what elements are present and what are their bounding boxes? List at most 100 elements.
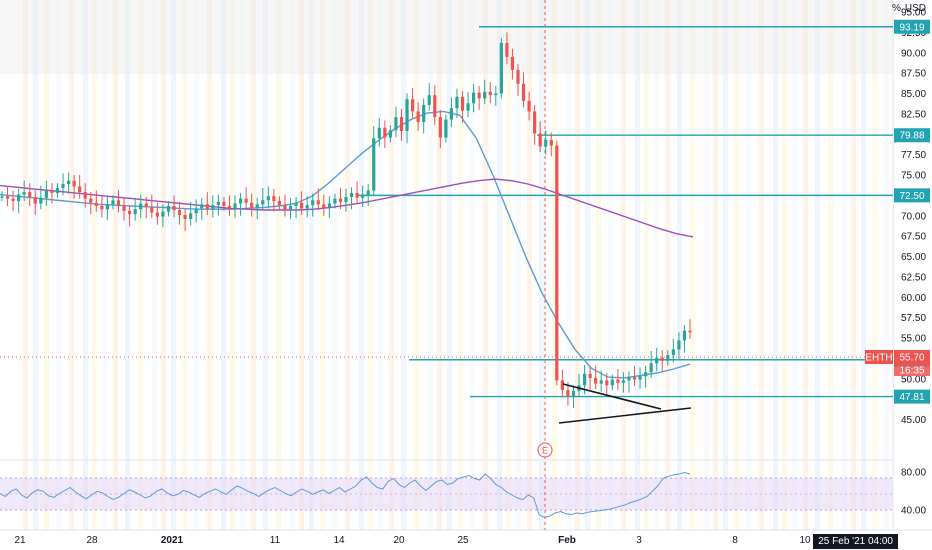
session-stripe: [230, 0, 235, 530]
session-stripe: [654, 0, 659, 530]
candle-body: [5, 196, 10, 199]
level-tag: [894, 389, 930, 404]
session-stripe: [815, 0, 820, 530]
candle-body: [677, 340, 681, 350]
session-stripe: [23, 0, 28, 530]
session-stripe: [690, 0, 695, 530]
rsi-axis-ticks: 80.00 40.00: [901, 468, 926, 517]
session-stripe: [152, 0, 157, 530]
session-stripe: [566, 0, 571, 530]
level-tag-label: 72.50: [899, 191, 924, 202]
price-tick-label: 65.00: [901, 252, 926, 263]
candle-body: [39, 197, 43, 204]
candle-body: [499, 42, 503, 94]
session-stripe: [161, 0, 166, 530]
level-tag: [894, 128, 930, 143]
candle-body: [272, 196, 276, 202]
session-stripe: [851, 0, 856, 530]
candle-body: [261, 200, 265, 205]
candle-body: [349, 192, 354, 198]
candle-body: [494, 93, 498, 96]
price-tick-label: 87.50: [901, 69, 926, 80]
session-stripe: [437, 0, 442, 530]
session-stripe: [221, 0, 226, 530]
candle-body: [111, 200, 115, 205]
candle-body: [316, 200, 320, 205]
candle-body: [488, 91, 492, 96]
candle-body: [460, 96, 465, 111]
candle-body: [616, 379, 620, 383]
triangle-lower-line[interactable]: [558, 407, 692, 424]
session-stripe: [359, 0, 364, 530]
candle-body: [83, 192, 87, 199]
candle-body: [250, 202, 254, 208]
candle-body: [238, 198, 243, 204]
candle-body: [444, 119, 448, 138]
percent-scale-toggle[interactable]: %: [891, 3, 901, 14]
candle-body: [128, 210, 132, 215]
session-stripe: [182, 0, 187, 530]
candle-body: [172, 205, 176, 211]
session-stripe: [872, 0, 877, 530]
time-tick-label: 25: [457, 535, 469, 546]
session-stripe: [309, 0, 314, 530]
level-tag-label: 47.81: [899, 392, 924, 403]
candle-body: [655, 357, 659, 364]
candle-body: [66, 180, 71, 184]
symbol-label: EHTH: [865, 353, 892, 364]
candle-body: [305, 205, 309, 209]
horizontal-levels[interactable]: [357, 26, 893, 398]
session-stripe: [506, 0, 511, 530]
session-stripe: [470, 0, 475, 530]
time-tick-label: Feb: [558, 535, 576, 546]
candle-body: [638, 376, 642, 380]
candle-body: [644, 372, 648, 377]
candle-body: [28, 192, 32, 198]
candle-body: [627, 377, 631, 381]
session-stripe: [276, 0, 281, 530]
earnings-circle[interactable]: [537, 442, 553, 458]
candle-body: [372, 138, 376, 191]
candle-body: [549, 139, 553, 146]
currency-label[interactable]: USD: [904, 3, 926, 14]
candle-body: [505, 42, 509, 57]
session-stripe: [240, 0, 245, 530]
session-stripe: [734, 0, 739, 530]
candle-body: [405, 99, 409, 131]
candle-body: [122, 205, 126, 211]
candle-body: [89, 198, 93, 203]
session-stripe: [263, 0, 268, 530]
price-tick-label: 82.50: [901, 109, 926, 120]
candle-body: [222, 201, 226, 206]
candle-body: [33, 197, 37, 204]
session-stripe: [483, 0, 488, 530]
time-tick-label: 2021: [160, 535, 184, 546]
candle-body: [477, 92, 481, 99]
candle-body: [527, 100, 531, 112]
candle-body: [227, 205, 232, 209]
triangle-upper-line[interactable]: [562, 383, 662, 410]
earnings-marker[interactable]: E: [537, 442, 553, 458]
candle-body: [472, 92, 476, 104]
candle-body: [155, 212, 159, 217]
candle-body: [61, 183, 65, 189]
triangle-pattern[interactable]: [558, 383, 692, 424]
session-stripe: [401, 0, 406, 530]
ma-short-line: [0, 110, 691, 379]
candle-body: [410, 99, 415, 112]
price-tick-label: 77.50: [901, 150, 926, 161]
candle-body: [0, 196, 4, 198]
candle-body: [139, 203, 143, 210]
session-stripe: [782, 0, 787, 530]
price-tick-label: 70.00: [901, 211, 926, 222]
session-stripe: [842, 0, 847, 530]
candle-body: [211, 205, 215, 210]
candle-body: [311, 200, 315, 206]
session-stripe: [644, 0, 649, 530]
rsi-indicator: [0, 471, 691, 519]
earnings-label: E: [542, 446, 548, 456]
session-stripe: [92, 0, 97, 530]
candle-body: [560, 380, 564, 391]
candle-body: [594, 377, 598, 384]
